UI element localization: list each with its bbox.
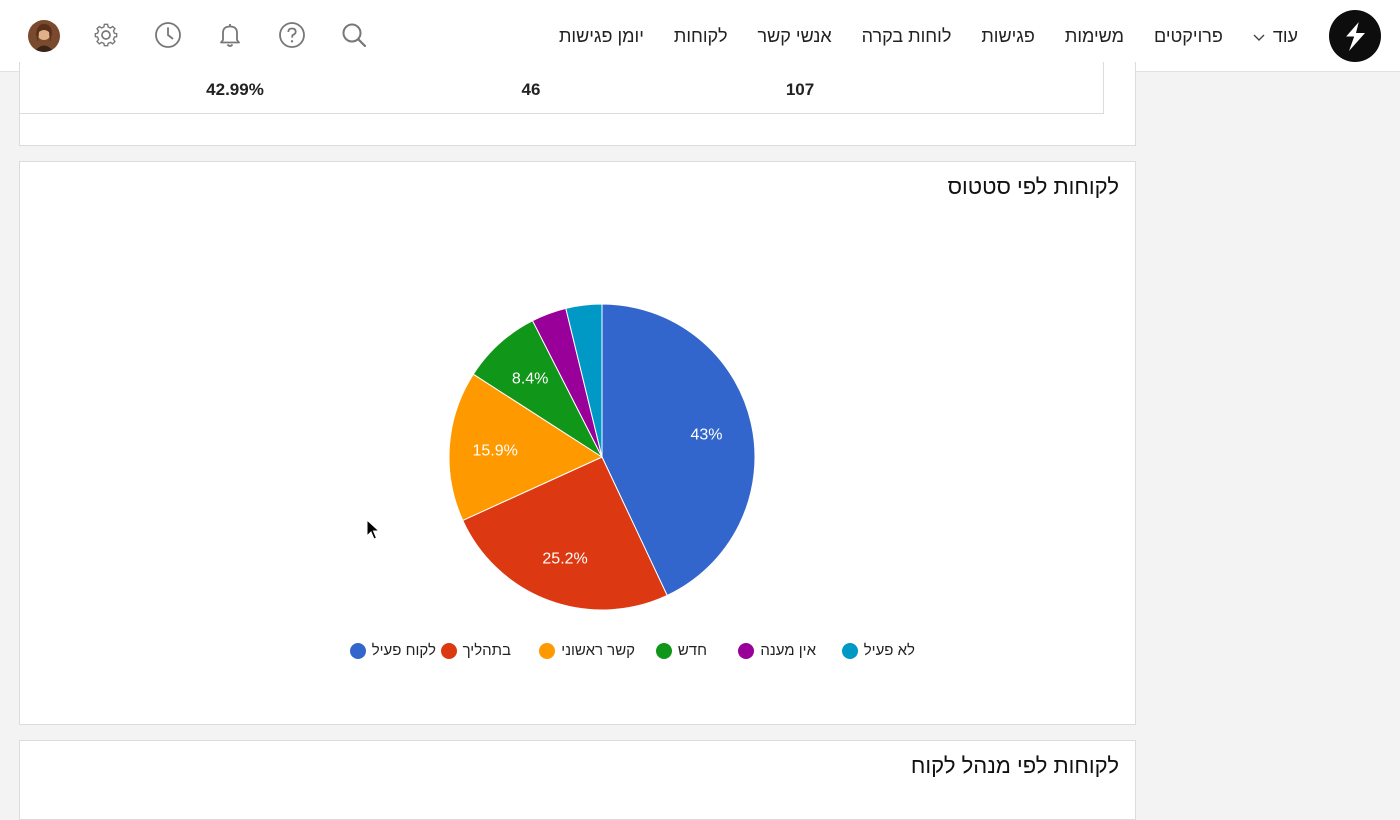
clock-icon[interactable] [153,20,183,50]
summary-card: 107 46 42.99% [19,62,1136,146]
legend-color-dot [349,642,366,659]
nav-contacts[interactable]: אנשי קשר [757,25,832,46]
chevron-down-icon [1253,34,1265,41]
chart-title: לקוחות לפי סטטוס [947,174,1119,199]
bell-icon[interactable] [215,20,245,50]
nav-projects[interactable]: פרויקטים [1154,25,1223,46]
legend-label: בתהליך [462,642,511,659]
avatar[interactable] [28,20,60,52]
summary-value: 107 [785,80,815,99]
nav-customers[interactable]: לקוחות [673,25,728,46]
legend-label: קשר ראשוני [561,642,635,659]
pie-slice-label: 43% [691,427,723,444]
legend-label: אין מענה [760,642,816,659]
pie-slice[interactable] [601,303,756,597]
legend-color-dot [738,642,755,659]
pie-slice[interactable] [448,373,604,522]
main-nav: יומן פגישות לקוחות אנשי קשר לוחות בקרה פ… [559,0,1298,72]
legend-item[interactable]: אין מענה [738,642,816,659]
app-logo[interactable] [1329,10,1381,62]
legend-label: לקוח פעיל [371,642,436,659]
legend-item[interactable]: קשר ראשוני [539,642,635,659]
legend-color-dot [841,642,858,659]
customers-by-status-card: לקוחות לפי סטטוס 43% 25.2% 15.9% 8.4% לקוח … [19,161,1136,725]
summary-value: 42.99% [206,80,264,99]
pie-slice-label: 25.2% [542,551,587,568]
pie-slice-label: 15.9% [472,442,517,459]
chart-legend: לקוח פעיל בתהליך קשר ראשוני חדש אין מענה לא פ… [20,642,1137,666]
search-icon[interactable] [339,20,369,50]
legend-item[interactable]: בתהליך [440,642,511,659]
nav-more-label: עוד [1272,25,1298,46]
gear-icon[interactable] [91,20,121,50]
pie-slice[interactable] [565,303,603,458]
nav-meetings[interactable]: פגישות [981,25,1035,46]
legend-item[interactable]: חדש [655,642,707,659]
top-navigation-bar: יומן פגישות לקוחות אנשי קשר לוחות בקרה פ… [0,0,1400,72]
pie-slice[interactable] [462,456,668,611]
pie-slice-label: 8.4% [512,371,548,388]
customers-by-manager-card: לקוחות לפי מנהל לקוח [19,740,1136,820]
legend-color-dot [539,642,556,659]
legend-label: חדש [677,642,707,659]
legend-item[interactable]: לקוח פעיל [349,642,436,659]
legend-item[interactable]: לא פעיל [841,642,915,659]
status-pie-chart: 43% 25.2% 15.9% 8.4% [448,303,756,611]
nav-tasks[interactable]: משימות [1064,25,1125,46]
summary-value: 46 [521,80,541,99]
nav-meetings-calendar[interactable]: יומן פגישות [558,25,644,46]
summary-table: 107 46 42.99% [20,62,1104,114]
mouse-cursor-icon [366,519,380,540]
legend-color-dot [655,642,672,659]
legend-label: לא פעיל [863,642,915,659]
help-icon[interactable] [277,20,307,50]
nav-dashboards[interactable]: לוחות בקרה [861,25,952,46]
legend-color-dot [440,642,457,659]
lightning-logo-icon [1343,20,1365,51]
nav-more-dropdown[interactable]: עוד [1253,26,1298,47]
chart-title: לקוחות לפי מנהל לקוח [910,753,1119,778]
